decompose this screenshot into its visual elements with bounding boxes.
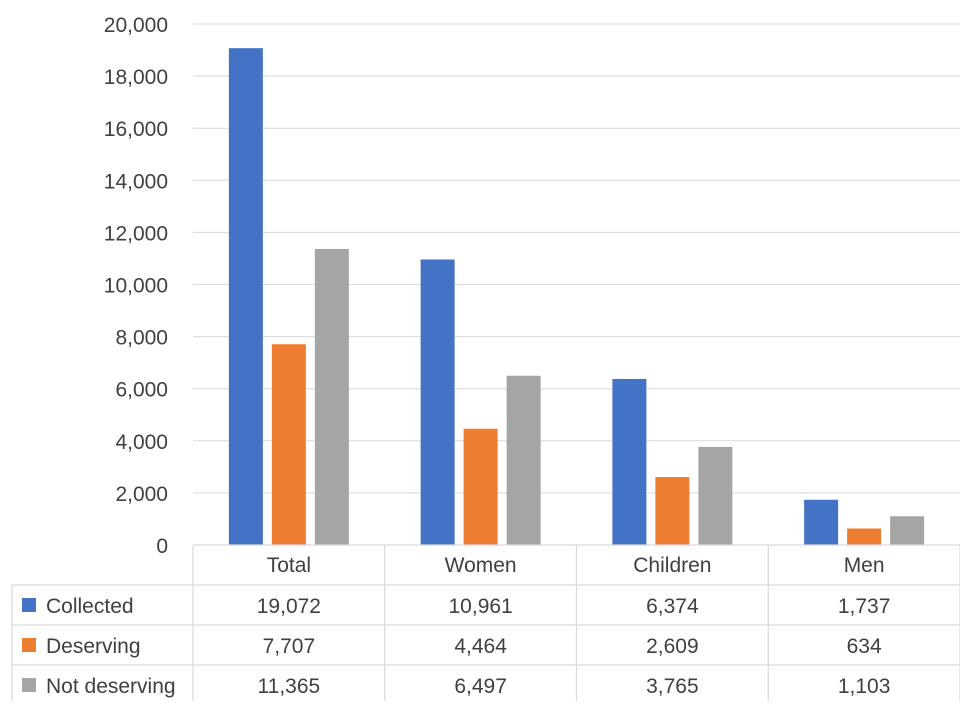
y-axis-tick-labels: 0 2,000 4,000 6,000 8,000 10,000 12,000 14,000 1… — [104, 14, 168, 558]
bar — [314, 248, 349, 545]
y-tick-label: 20,000 — [104, 14, 168, 37]
y-tick-label: 16,000 — [104, 118, 168, 141]
y-tick-label: 8,000 — [115, 327, 168, 350]
y-tick-label: 0 — [156, 535, 168, 558]
data-label: 19,072 — [257, 595, 321, 618]
bar — [847, 528, 882, 545]
bar — [463, 428, 498, 545]
y-tick-label: 4,000 — [115, 431, 168, 454]
bar — [271, 344, 306, 545]
x-tick-label: Total — [267, 554, 311, 577]
bar — [506, 375, 541, 545]
data-label: 1,103 — [838, 675, 891, 698]
x-tick-label: Women — [445, 554, 517, 577]
data-label: 1,737 — [838, 595, 891, 618]
bar — [228, 48, 263, 545]
gridlines — [193, 23, 960, 494]
x-tick-label: Men — [844, 554, 885, 577]
y-tick-label: 12,000 — [104, 222, 168, 245]
legend-key — [22, 638, 36, 652]
bar — [420, 259, 455, 545]
legend-label: Not deserving — [46, 675, 176, 698]
bar — [655, 477, 690, 545]
data-label: 6,497 — [454, 675, 507, 698]
data-label: 2,609 — [646, 635, 699, 658]
legend-label: Deserving — [46, 635, 141, 658]
y-tick-label: 6,000 — [115, 379, 168, 402]
data-label: 634 — [847, 635, 882, 658]
y-tick-label: 18,000 — [104, 66, 168, 89]
legend-label: Collected — [46, 595, 134, 618]
x-tick-label: Children — [633, 554, 711, 577]
data-label: 4,464 — [454, 635, 507, 658]
y-tick-label: 2,000 — [115, 483, 168, 506]
legend-key — [22, 678, 36, 692]
bar — [804, 499, 839, 545]
data-table: Total Women Children Men Collected 19,072 10,9… — [11, 544, 960, 706]
data-label: 3,765 — [646, 675, 699, 698]
legend-key — [22, 598, 36, 612]
bar — [890, 516, 925, 545]
bars — [228, 48, 925, 545]
bar — [698, 446, 733, 545]
data-label: 7,707 — [263, 635, 316, 658]
y-tick-label: 14,000 — [104, 170, 168, 193]
bar — [612, 378, 647, 545]
y-tick-label: 10,000 — [104, 275, 168, 298]
data-label: 11,365 — [258, 675, 321, 698]
data-label: 10,961 — [449, 595, 513, 618]
data-label: 6,374 — [646, 595, 699, 618]
